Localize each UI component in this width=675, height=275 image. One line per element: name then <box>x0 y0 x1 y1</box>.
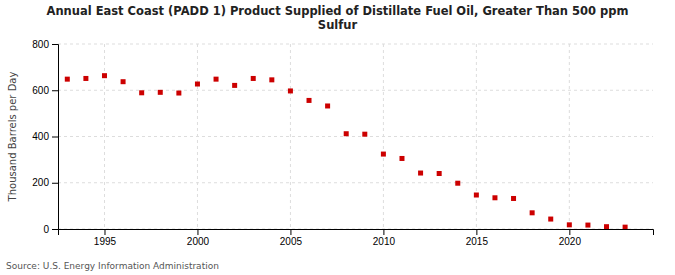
x-tick: 2015 <box>466 229 489 247</box>
point <box>511 196 516 201</box>
point <box>325 103 330 108</box>
point <box>399 156 404 161</box>
tick-label: 800 <box>32 39 49 50</box>
point <box>548 217 553 222</box>
tick-mark <box>290 229 291 235</box>
tick-label: 200 <box>32 177 49 188</box>
point <box>604 224 609 229</box>
y-tick: 0 <box>43 224 58 235</box>
point <box>65 77 70 82</box>
tick-mark <box>52 90 58 91</box>
x-tick: 2005 <box>280 229 303 247</box>
grid-line <box>569 44 570 229</box>
axis-line <box>52 45 59 230</box>
grid-line <box>104 44 105 229</box>
tick-mark <box>52 229 58 230</box>
tick-mark <box>476 229 477 235</box>
point <box>102 73 107 78</box>
tick-mark <box>197 229 198 235</box>
points <box>65 73 628 229</box>
plot: 1995 2000 2005 2010 2015 2020 0 200 400 600 800 Tho… <box>7 39 654 247</box>
grid-line <box>476 44 477 229</box>
point <box>530 210 535 215</box>
point <box>381 152 386 157</box>
tick-label: 2000 <box>187 236 210 247</box>
tick-mark <box>52 137 58 138</box>
tick-mark <box>383 229 384 235</box>
point <box>344 131 349 136</box>
point <box>418 171 423 176</box>
point <box>214 77 219 82</box>
point <box>139 90 144 95</box>
x-tick: 2000 <box>187 229 210 247</box>
y-tick: 400 <box>32 131 58 142</box>
point <box>362 132 367 137</box>
axis-line <box>59 230 654 236</box>
x-tick: 1995 <box>94 229 117 247</box>
y-axis: 0 200 400 600 800 <box>32 39 58 235</box>
tick-label: 2015 <box>466 236 489 247</box>
tick-mark <box>569 229 570 235</box>
point <box>437 171 442 176</box>
point <box>83 76 88 81</box>
grid-line <box>58 90 653 91</box>
grid-line <box>58 136 653 137</box>
tick-label: 400 <box>32 131 49 142</box>
grid-line <box>58 182 653 183</box>
point <box>492 195 497 200</box>
y-tick: 600 <box>32 85 58 96</box>
tick-mark <box>52 183 58 184</box>
point <box>567 222 572 227</box>
point <box>269 77 274 82</box>
point <box>474 193 479 198</box>
x-tick: 2010 <box>373 229 396 247</box>
chart: Annual East Coast (PADD 1) Product Suppl… <box>0 0 675 275</box>
point <box>623 225 628 229</box>
x-axis: 1995 2000 2005 2010 2015 2020 <box>59 229 654 247</box>
point <box>176 91 181 96</box>
point <box>195 82 200 87</box>
y-tick: 200 <box>32 177 58 188</box>
point <box>158 90 163 95</box>
point <box>288 88 293 93</box>
tick-label: 1995 <box>94 236 117 247</box>
y-axis-label: Thousand Barrels per Day <box>7 72 18 203</box>
point <box>232 83 237 88</box>
grid-line <box>197 44 198 229</box>
grid-line <box>290 44 291 229</box>
grid-line <box>383 44 384 229</box>
tick-label: 0 <box>43 224 49 235</box>
tick-label: 2010 <box>373 236 396 247</box>
point <box>455 181 460 186</box>
x-tick: 2020 <box>559 229 582 247</box>
point <box>585 223 590 228</box>
tick-mark <box>104 229 105 235</box>
annotation: Source: U.S. Energy Information Administ… <box>6 261 219 271</box>
point <box>307 98 312 103</box>
point <box>251 76 256 81</box>
tick-mark <box>52 44 58 45</box>
tick-label: 2005 <box>280 236 303 247</box>
tick-label: 2020 <box>559 236 582 247</box>
grid <box>58 44 653 229</box>
point <box>121 79 126 84</box>
tick-label: 600 <box>32 85 49 96</box>
y-tick: 800 <box>32 39 58 50</box>
title: Annual East Coast (PADD 1) Product Suppl… <box>46 4 628 32</box>
grid-line <box>58 44 653 45</box>
